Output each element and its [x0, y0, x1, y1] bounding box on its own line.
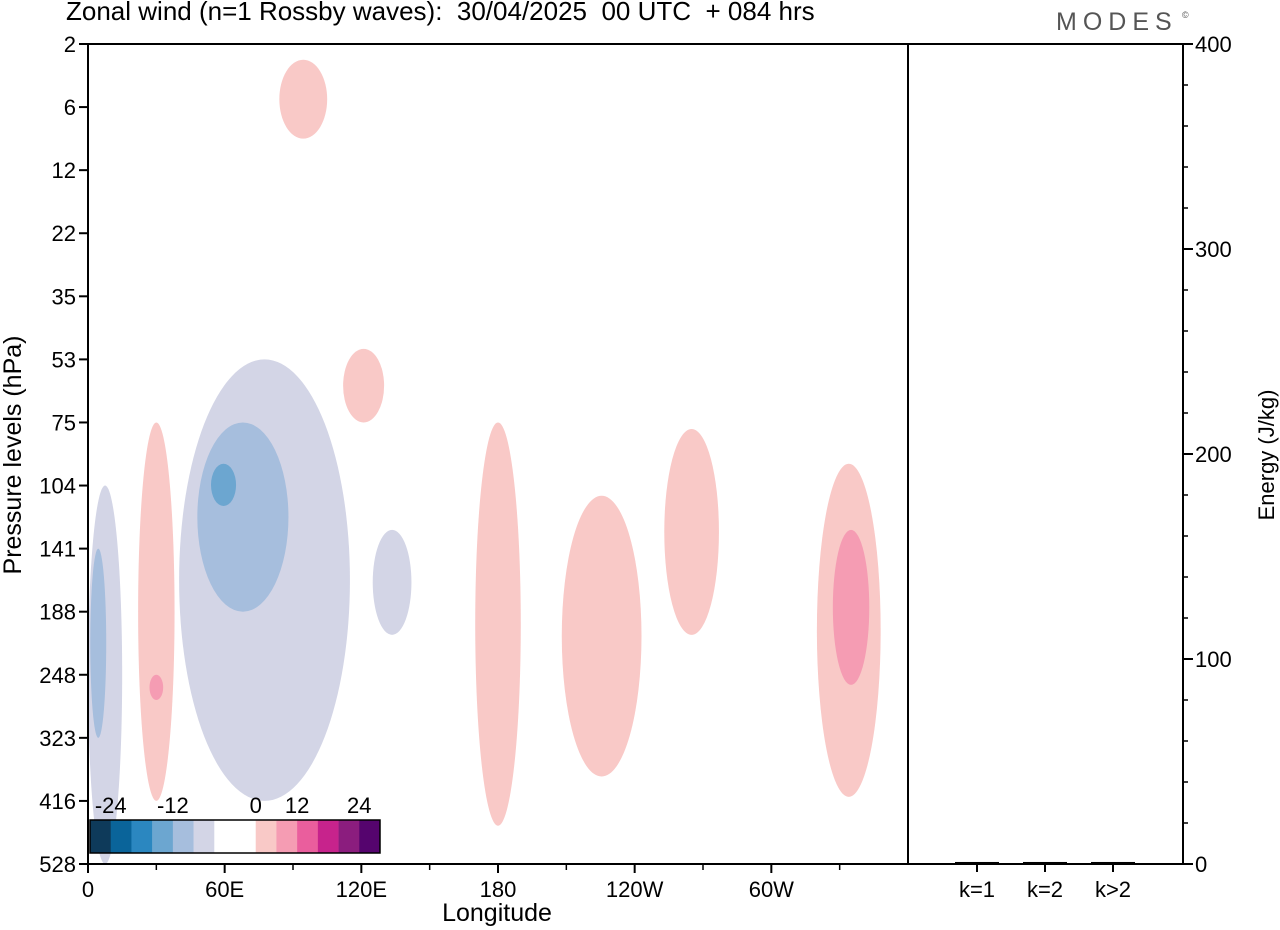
easterly-region-6: [211, 463, 237, 506]
y-tick-label: 22: [52, 221, 76, 246]
westerly-region-3: [149, 674, 164, 701]
energy-tick-label: 0: [1195, 852, 1207, 877]
westerly-region-11: [561, 495, 642, 777]
brand-logo: MODES: [1056, 8, 1178, 36]
colorbar-swatch: [338, 820, 360, 853]
westerly-region-14: [832, 529, 870, 685]
y-tick-label: 75: [52, 410, 76, 435]
category-label: k=2: [1027, 877, 1063, 902]
westerly-region-2: [138, 422, 175, 801]
energy-bar-k=1: [955, 861, 999, 864]
colorbar-label: -24: [95, 793, 127, 818]
colorbar-border: [89, 819, 381, 854]
colorbar-swatch: [255, 820, 277, 853]
chart-title: Zonal wind (n=1 Rossby waves): 30/04/202…: [66, 0, 815, 26]
colorbar-swatch: [131, 820, 153, 853]
x-tick-label: 180: [480, 877, 517, 902]
energy-bar-k=2: [1023, 861, 1067, 864]
westerly-region-12: [664, 428, 719, 635]
y-tick-label: 6: [64, 95, 76, 120]
y-tick-label: 141: [39, 537, 76, 562]
y-tick-label: 248: [39, 663, 76, 688]
colorbar: -24 -12 0 12 24: [89, 793, 381, 854]
colorbar-label: 0: [250, 793, 262, 818]
colorbar-swatch: [152, 820, 174, 853]
energy-bar-k>2: [1091, 861, 1135, 864]
colorbar-swatch: [193, 820, 215, 853]
x-tick-label: 120E: [336, 877, 387, 902]
colorbar-label: 24: [347, 793, 371, 818]
y-tick-label: 35: [52, 284, 76, 309]
westerly-region-10: [475, 422, 521, 826]
energy-axis: 0 100 200 300 400: [1183, 32, 1232, 877]
y-tick-label: 2: [64, 32, 76, 57]
y-tick-label: 323: [39, 726, 76, 751]
colorbar-swatch: [235, 820, 257, 853]
category-label: k=1: [959, 877, 995, 902]
colorbar-swatch: [110, 820, 132, 853]
colorbar-swatch: [317, 820, 339, 853]
energy-bars: k=1 k=2 k>2: [955, 861, 1135, 902]
x-tick-label: 0: [82, 877, 94, 902]
energy-axis-label: Energy (J/kg): [1254, 390, 1279, 521]
x-tick-label: 120W: [606, 877, 664, 902]
y-tick-label: 188: [39, 600, 76, 625]
x-axis-label: Longitude: [442, 899, 552, 927]
colorbar-label: -12: [157, 793, 189, 818]
energy-tick-label: 200: [1195, 442, 1232, 467]
easterly-region-9: [372, 529, 412, 635]
energy-tick-label: 400: [1195, 32, 1232, 57]
colorbar-swatch: [276, 820, 298, 853]
colorbar-swatch: [214, 820, 236, 853]
easterly-region-1: [90, 548, 107, 738]
easterly-region-5: [197, 422, 289, 612]
colorbar-label: 12: [285, 793, 309, 818]
y-tick-label: 12: [52, 158, 76, 183]
y-tick-label: 104: [39, 474, 76, 499]
brand-registered-mark: ©: [1182, 10, 1189, 20]
colorbar-swatch: [90, 820, 112, 853]
y-tick-label: 53: [52, 347, 76, 372]
contour-field: [88, 59, 881, 864]
westerly-region-7: [279, 59, 328, 139]
colorbar-swatch: [359, 820, 381, 853]
category-label: k>2: [1095, 877, 1131, 902]
colorbar-swatch: [172, 820, 194, 853]
x-tick-label: 60W: [749, 877, 794, 902]
energy-tick-label: 100: [1195, 647, 1232, 672]
westerly-region-8: [343, 348, 385, 423]
colorbar-swatch: [297, 820, 319, 853]
y-tick-label: 416: [39, 789, 76, 814]
x-tick-label: 60E: [205, 877, 244, 902]
energy-tick-label: 300: [1195, 237, 1232, 262]
y-axis-label: Pressure levels (hPa): [0, 336, 27, 575]
x-axis: 0 60E 120E 180 120W 60W: [82, 864, 841, 902]
y-axis: 2 6 12 22 35 53 75 104 141 188 248 323 416 528: [39, 32, 88, 877]
y-tick-label: 528: [39, 852, 76, 877]
